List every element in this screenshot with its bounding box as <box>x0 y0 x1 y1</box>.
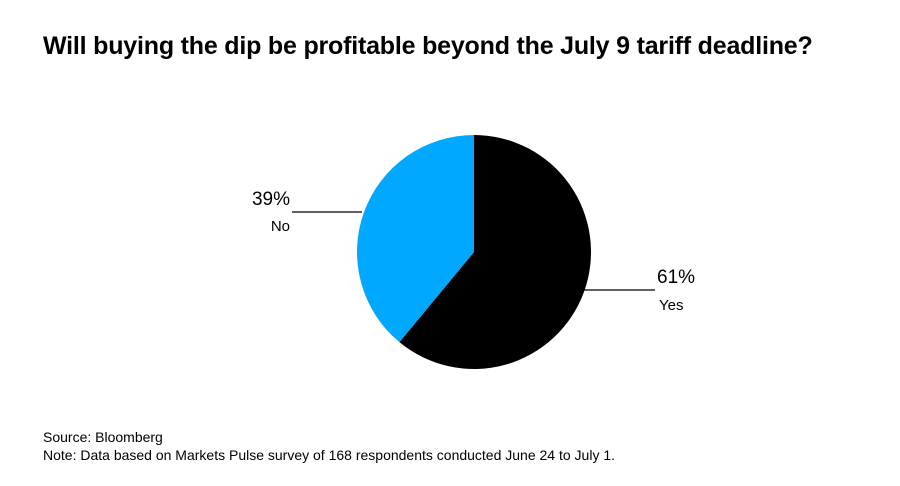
slice-value-yes: 61% <box>657 267 695 288</box>
chart-title: Will buying the dip be profitable beyond… <box>43 32 813 60</box>
chart-footer: Source: Bloomberg Note: Data based on Ma… <box>43 428 615 464</box>
slice-label-no: No <box>271 218 290 235</box>
survey-note: Note: Data based on Markets Pulse survey… <box>43 447 616 463</box>
slice-value-no: 39% <box>252 189 290 210</box>
slice-label-yes: Yes <box>659 297 683 314</box>
pie-slice-no <box>357 135 474 343</box>
source-note: Source: Bloomberg <box>43 429 163 445</box>
pie-slice-yes <box>399 135 591 369</box>
pie-slices <box>357 135 591 369</box>
